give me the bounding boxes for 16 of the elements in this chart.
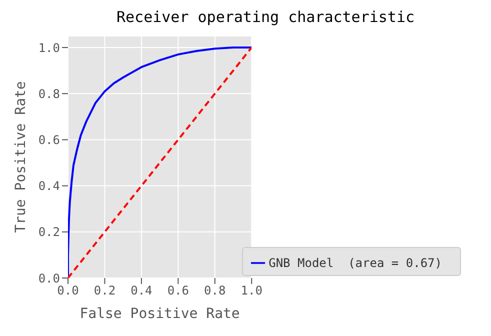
y-tick-label: 0.4 [38,179,60,194]
y-tick-label: 0.6 [38,132,60,147]
x-tick-label: 0.0 [57,284,79,298]
y-tick-label: 0.0 [38,271,60,286]
chart-title: Receiver operating characteristic [115,8,416,28]
y-axis-title: True Positive Rate [12,81,29,233]
x-tick-label: 0.4 [130,284,152,298]
y-tick-label: 0.2 [38,225,60,240]
x-tick-label: 0.6 [167,284,190,298]
x-tick-label: 0.8 [204,284,226,298]
x-tick-label: 1.0 [240,284,262,298]
legend-label: GNB Model (area = 0.67) [268,256,442,270]
y-tick-label: 1.0 [38,40,60,55]
x-axis-title: False Positive Rate [80,306,240,322]
x-tick-label: 0.2 [94,284,116,298]
y-tick-label: 0.8 [38,86,60,101]
